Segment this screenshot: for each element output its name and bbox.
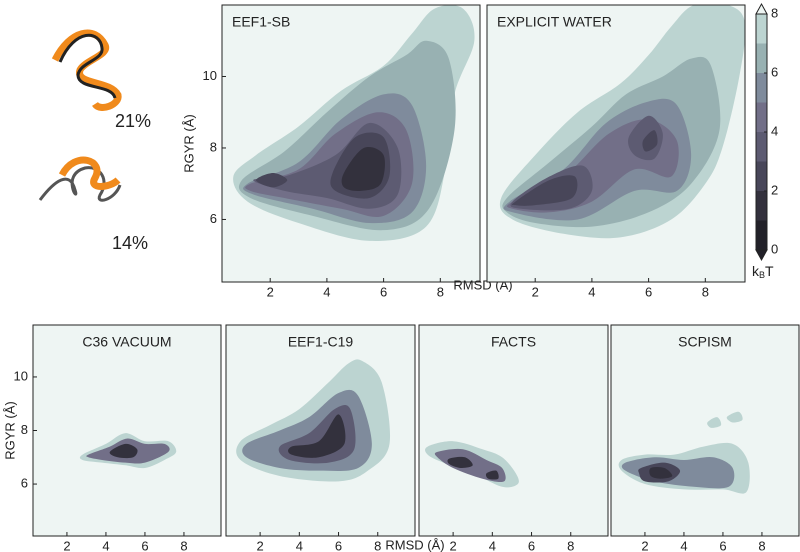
colorbar-extend-max xyxy=(755,2,768,15)
contour-region xyxy=(707,417,722,428)
y-tick-label: 10 xyxy=(203,68,217,83)
colorbar-tick-label: 2 xyxy=(771,182,778,197)
y-tick-label: 8 xyxy=(210,139,217,154)
panel-title: FACTS xyxy=(491,334,536,350)
plot-background xyxy=(611,325,799,536)
structure-images: 21% 14% xyxy=(38,29,151,253)
contours xyxy=(499,5,745,239)
x-tick-label: 2 xyxy=(449,538,456,552)
population-label: 21% xyxy=(115,111,151,131)
colorbar-tick-label: 4 xyxy=(771,123,778,138)
colorbar-band xyxy=(756,43,767,73)
panel-title: EEF1-SB xyxy=(232,14,290,30)
colorbar-tick-label: 8 xyxy=(771,5,778,20)
contour-region xyxy=(447,456,473,469)
x-tick-label: 6 xyxy=(141,538,148,552)
colorbar-band xyxy=(756,161,767,191)
x-tick-label: 2 xyxy=(532,284,539,299)
colorbar-extend-min xyxy=(755,249,768,262)
x-axis-label: RMSD (Å) xyxy=(385,537,444,552)
y-axis-label: RGYR (Å) xyxy=(2,401,17,460)
plot-frame xyxy=(610,324,800,537)
colorbar-label-part: k xyxy=(752,263,760,279)
panel-title: C36 VACUUM xyxy=(82,334,171,350)
x-tick-label: 8 xyxy=(374,538,381,552)
x-tick-label: 4 xyxy=(489,538,496,552)
y-tick-label: 10 xyxy=(14,368,28,383)
x-tick-label: 8 xyxy=(180,538,187,552)
helix xyxy=(58,156,121,190)
colorbar-band xyxy=(756,191,767,221)
panel-title: SCPISM xyxy=(678,334,732,350)
y-tick-label: 6 xyxy=(210,211,217,226)
plot-frame xyxy=(221,4,481,283)
plot-background xyxy=(33,325,221,536)
y-tick-label: 8 xyxy=(21,422,28,437)
colorbar-tick-label: 6 xyxy=(771,64,778,79)
contour-region xyxy=(726,411,743,423)
colorbar-band xyxy=(756,73,767,103)
panel-title: EEF1-C19 xyxy=(288,334,354,350)
x-tick-label: 4 xyxy=(296,538,303,552)
colorbar-label: kBT xyxy=(752,263,774,281)
contour-region xyxy=(649,466,673,479)
contours xyxy=(425,441,519,488)
x-tick-label: 8 xyxy=(567,538,574,552)
contour-region xyxy=(288,414,346,458)
contour-region xyxy=(256,172,288,188)
plot-frame xyxy=(225,324,416,537)
y-tick-label: 6 xyxy=(21,475,28,490)
contour-region xyxy=(341,146,385,192)
contours xyxy=(233,5,475,241)
colorbar-label-part: T xyxy=(765,263,774,279)
contours xyxy=(236,359,391,482)
x-tick-label: 2 xyxy=(256,538,263,552)
colorbar-band xyxy=(756,220,767,250)
population-label: 14% xyxy=(112,233,148,253)
contours xyxy=(618,411,750,494)
colorbar-band xyxy=(756,102,767,132)
x-tick-label: 6 xyxy=(645,284,652,299)
colorbar-band xyxy=(756,132,767,162)
contour-region xyxy=(109,443,138,459)
x-tick-label: 4 xyxy=(102,538,109,552)
x-tick-label: 6 xyxy=(380,284,387,299)
x-tick-label: 8 xyxy=(758,538,765,552)
contour-region xyxy=(511,175,578,206)
x-tick-label: 4 xyxy=(323,284,330,299)
colorbar-label-part: B xyxy=(759,270,765,280)
contour-region xyxy=(642,130,658,152)
x-tick-label: 4 xyxy=(588,284,595,299)
x-tick-label: 2 xyxy=(267,284,274,299)
x-tick-label: 8 xyxy=(702,284,709,299)
panel-title: EXPLICIT WATER xyxy=(497,14,612,30)
x-tick-label: 6 xyxy=(528,538,535,552)
contours xyxy=(79,433,177,469)
x-tick-label: 6 xyxy=(719,538,726,552)
plot-frame xyxy=(418,324,609,537)
plot-frame xyxy=(486,4,746,283)
colorbar-tick-label: 0 xyxy=(771,241,778,256)
x-tick-label: 2 xyxy=(63,538,70,552)
x-tick-label: 2 xyxy=(641,538,648,552)
x-tick-label: 6 xyxy=(335,538,342,552)
x-tick-label: 4 xyxy=(680,538,687,552)
plot-background xyxy=(419,325,608,536)
contour-region xyxy=(485,470,499,480)
helix xyxy=(51,29,122,111)
helix xyxy=(58,33,117,99)
colorbar-band xyxy=(756,14,767,44)
y-axis-label: RGYR (Å) xyxy=(181,114,196,173)
x-tick-label: 8 xyxy=(437,284,444,299)
coil xyxy=(38,166,122,202)
